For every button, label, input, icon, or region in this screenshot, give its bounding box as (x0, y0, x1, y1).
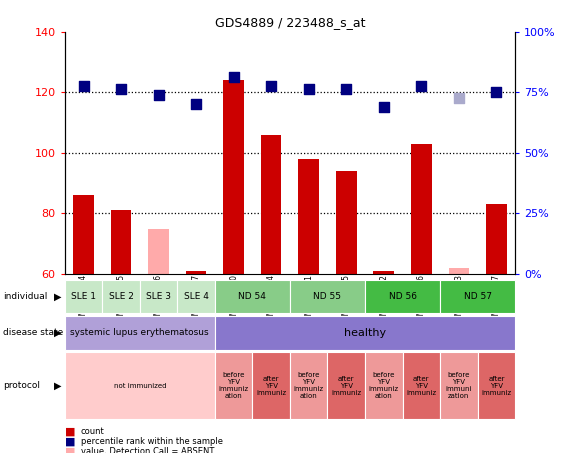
Point (154, 92, 163, 99)
Text: count: count (81, 427, 104, 436)
Bar (186, 271, 207, 274)
Text: SLE 1: SLE 1 (71, 292, 96, 301)
Text: after
YFV
immuniz: after YFV immuniz (406, 376, 436, 395)
Text: before
YFV
immuniz
ation: before YFV immuniz ation (369, 372, 399, 399)
Point (117, 86, 126, 93)
Text: ▶: ▶ (55, 328, 62, 338)
Text: value, Detection Call = ABSENT: value, Detection Call = ABSENT (81, 447, 214, 453)
Text: before
YFV
immuni
zation: before YFV immuni zation (445, 372, 472, 399)
Bar (73, 195, 94, 274)
Bar (298, 159, 319, 274)
Text: ■: ■ (65, 446, 75, 453)
Text: ■: ■ (65, 426, 75, 436)
Point (454, 95, 463, 102)
Point (267, 82, 276, 90)
Text: SLE 2: SLE 2 (109, 292, 133, 301)
Text: before
YFV
immuniz
ation: before YFV immuniz ation (294, 372, 324, 399)
Text: individual: individual (3, 292, 47, 301)
Bar (111, 211, 131, 274)
Point (417, 82, 426, 90)
Text: healthy: healthy (344, 328, 386, 338)
Text: ND 55: ND 55 (314, 292, 342, 301)
Bar (486, 204, 507, 274)
Text: systemic lupus erythematosus: systemic lupus erythematosus (70, 328, 209, 337)
Point (79, 82, 88, 90)
Bar (411, 144, 432, 274)
Bar (261, 135, 282, 274)
Text: after
YFV
immuniz: after YFV immuniz (481, 376, 511, 395)
Text: before
YFV
immuniz
ation: before YFV immuniz ation (218, 372, 249, 399)
Text: ND 54: ND 54 (239, 292, 266, 301)
Text: percentile rank within the sample: percentile rank within the sample (81, 437, 222, 446)
Bar (373, 271, 394, 274)
Point (379, 104, 388, 111)
Text: SLE 3: SLE 3 (146, 292, 171, 301)
Text: disease state: disease state (3, 328, 63, 337)
Text: ■: ■ (65, 436, 75, 446)
Title: GDS4889 / 223488_s_at: GDS4889 / 223488_s_at (215, 16, 365, 29)
Text: ▶: ▶ (55, 381, 62, 390)
Text: after
YFV
immuniz: after YFV immuniz (331, 376, 361, 395)
Point (342, 86, 351, 93)
Bar (336, 171, 356, 274)
Bar (224, 80, 244, 274)
Text: SLE 4: SLE 4 (184, 292, 208, 301)
Text: ▶: ▶ (55, 291, 62, 302)
Point (191, 101, 200, 108)
Text: ND 56: ND 56 (388, 292, 417, 301)
Text: protocol: protocol (3, 381, 40, 390)
Point (304, 86, 313, 93)
Text: ND 57: ND 57 (463, 292, 491, 301)
Bar (148, 229, 169, 274)
Point (492, 89, 501, 96)
Bar (449, 268, 469, 274)
Text: not immunized: not immunized (114, 382, 166, 389)
Text: after
YFV
immuniz: after YFV immuniz (256, 376, 286, 395)
Point (229, 73, 238, 81)
